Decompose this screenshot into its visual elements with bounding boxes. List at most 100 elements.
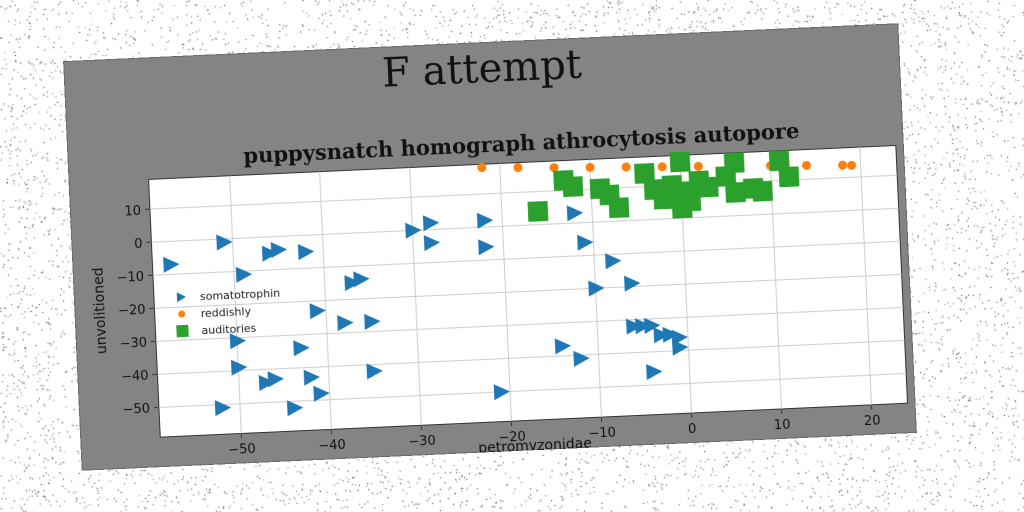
point-somatotrophin <box>566 205 584 222</box>
y-tick-label: 0 <box>134 237 143 252</box>
point-reddishly <box>838 160 848 170</box>
y-tick-label: −10 <box>116 270 144 286</box>
point-somatotrophin <box>353 271 370 288</box>
point-somatotrophin <box>423 235 441 252</box>
point-somatotrophin <box>588 280 605 297</box>
y-tick-label: −30 <box>119 336 147 352</box>
point-somatotrophin <box>672 339 689 356</box>
y-axis-label: unvolitioned <box>91 267 111 354</box>
point-somatotrophin <box>573 350 590 367</box>
point-somatotrophin <box>405 222 422 239</box>
point-somatotrophin <box>577 234 594 251</box>
point-auditories <box>697 176 719 198</box>
y-tick-label: −20 <box>118 303 146 319</box>
y-tick-label: −50 <box>122 402 150 418</box>
x-tick-label: −20 <box>498 430 526 446</box>
legend-item-reddishly: reddishly <box>178 305 252 320</box>
point-somatotrophin <box>476 212 494 229</box>
y-tick-label: −40 <box>121 369 149 385</box>
point-auditories <box>562 176 584 198</box>
y-gridline <box>155 306 904 342</box>
x-tick-label: −40 <box>318 438 346 454</box>
legend-label-auditories: auditories <box>201 322 257 337</box>
legend-label-somatotrophin: somatotrophin <box>200 287 281 304</box>
point-somatotrophin <box>303 369 320 386</box>
point-somatotrophin <box>293 340 310 357</box>
point-somatotrophin <box>261 245 279 262</box>
ticks-layer: −50 −40 −30 −20 −10 0 10 20 10 0 −10 −20 −30 −40 −50 <box>116 204 881 458</box>
legend-label-reddishly: reddishly <box>200 305 251 320</box>
figure-panel: F attempt −50 −40 −30 −20 −10 0 10 20 10 0 −10 −20−… <box>63 23 917 471</box>
point-somatotrophin <box>644 317 661 334</box>
point-auditories <box>723 152 745 174</box>
marks-layer <box>163 150 857 417</box>
point-reddishly <box>513 163 523 173</box>
point-somatotrophin <box>646 364 663 381</box>
point-auditories <box>680 190 702 212</box>
point-somatotrophin <box>230 359 248 376</box>
point-somatotrophin <box>344 275 361 292</box>
point-somatotrophin <box>214 400 232 417</box>
point-auditories <box>634 163 655 184</box>
point-auditories <box>527 200 549 222</box>
point-somatotrophin <box>286 400 304 417</box>
legend-marker-reddishly <box>178 310 186 318</box>
point-auditories <box>725 182 747 203</box>
y-gridline <box>149 174 898 210</box>
point-reddishly <box>477 163 487 173</box>
point-reddishly <box>549 163 559 173</box>
point-auditories <box>669 151 691 173</box>
y-gridline <box>151 207 899 243</box>
point-reddishly <box>693 161 703 171</box>
point-somatotrophin <box>163 256 180 273</box>
point-somatotrophin <box>267 371 284 388</box>
legend-item-auditories: auditories <box>176 322 257 338</box>
x-tick-label: −30 <box>408 434 436 450</box>
point-reddishly <box>802 160 812 170</box>
point-somatotrophin <box>626 318 643 335</box>
point-somatotrophin <box>624 275 641 292</box>
point-somatotrophin <box>364 313 381 330</box>
y-gridline <box>157 339 905 375</box>
point-reddishly <box>621 162 631 172</box>
x-tick-label: 20 <box>864 413 881 429</box>
point-somatotrophin <box>216 234 233 251</box>
point-somatotrophin <box>313 385 330 402</box>
point-somatotrophin <box>270 242 288 259</box>
point-somatotrophin <box>493 384 511 401</box>
point-somatotrophin <box>297 244 315 261</box>
point-somatotrophin <box>229 333 247 350</box>
point-reddishly <box>585 162 595 172</box>
legend: somatotrophin reddishly auditories <box>176 287 281 338</box>
point-somatotrophin <box>653 327 670 344</box>
legend-marker-auditories <box>176 324 189 338</box>
y-gridline <box>154 273 902 309</box>
x-tick-label: −10 <box>588 425 616 441</box>
x-tick-label: 10 <box>774 418 791 434</box>
point-somatotrophin <box>478 239 495 256</box>
legend-item-somatotrophin: somatotrophin <box>176 287 281 304</box>
point-somatotrophin <box>258 375 276 391</box>
point-somatotrophin <box>337 315 354 332</box>
point-somatotrophin <box>309 303 326 320</box>
y-gridline <box>152 240 901 276</box>
x-tick-label: 0 <box>688 422 697 437</box>
point-somatotrophin <box>662 326 679 343</box>
point-auditories <box>778 166 800 188</box>
point-somatotrophin <box>554 338 572 355</box>
point-reddishly <box>657 162 667 172</box>
legend-marker-somatotrophin <box>176 292 186 303</box>
point-auditories <box>608 197 630 219</box>
y-gridline <box>158 372 907 408</box>
point-somatotrophin <box>366 363 383 380</box>
point-auditories <box>752 180 774 202</box>
y-tick-label: 10 <box>124 204 141 220</box>
x-tick-label: −50 <box>228 442 256 458</box>
point-auditories <box>768 150 790 172</box>
point-reddishly <box>847 160 857 170</box>
point-somatotrophin <box>422 215 440 232</box>
point-somatotrophin <box>235 266 253 283</box>
point-somatotrophin <box>605 253 622 270</box>
point-somatotrophin <box>635 318 652 335</box>
